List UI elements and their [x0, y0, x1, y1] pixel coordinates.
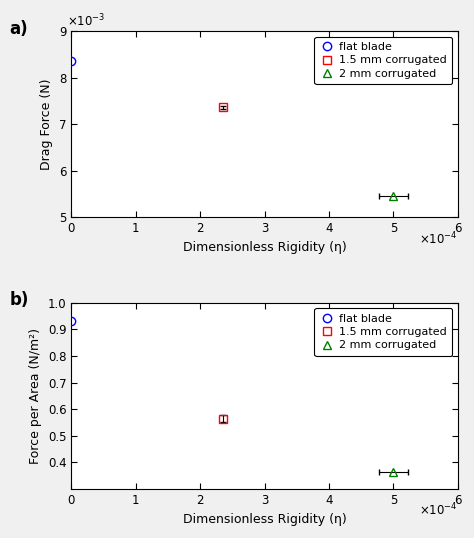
- Text: b): b): [9, 292, 29, 309]
- Y-axis label: Force per Area (N/m²): Force per Area (N/m²): [29, 328, 42, 464]
- X-axis label: Dimensionless Rigidity (η): Dimensionless Rigidity (η): [182, 241, 346, 254]
- Y-axis label: Drag Force (N): Drag Force (N): [40, 79, 54, 170]
- Text: a): a): [9, 20, 28, 38]
- X-axis label: Dimensionless Rigidity (η): Dimensionless Rigidity (η): [182, 513, 346, 526]
- Text: $\times10^{-4}$: $\times10^{-4}$: [419, 230, 458, 247]
- Text: $\times10^{-4}$: $\times10^{-4}$: [419, 502, 458, 519]
- Legend: flat blade, 1.5 mm corrugated, 2 mm corrugated: flat blade, 1.5 mm corrugated, 2 mm corr…: [314, 308, 452, 356]
- Legend: flat blade, 1.5 mm corrugated, 2 mm corrugated: flat blade, 1.5 mm corrugated, 2 mm corr…: [314, 37, 452, 84]
- Text: $\times10^{-3}$: $\times10^{-3}$: [67, 12, 106, 29]
